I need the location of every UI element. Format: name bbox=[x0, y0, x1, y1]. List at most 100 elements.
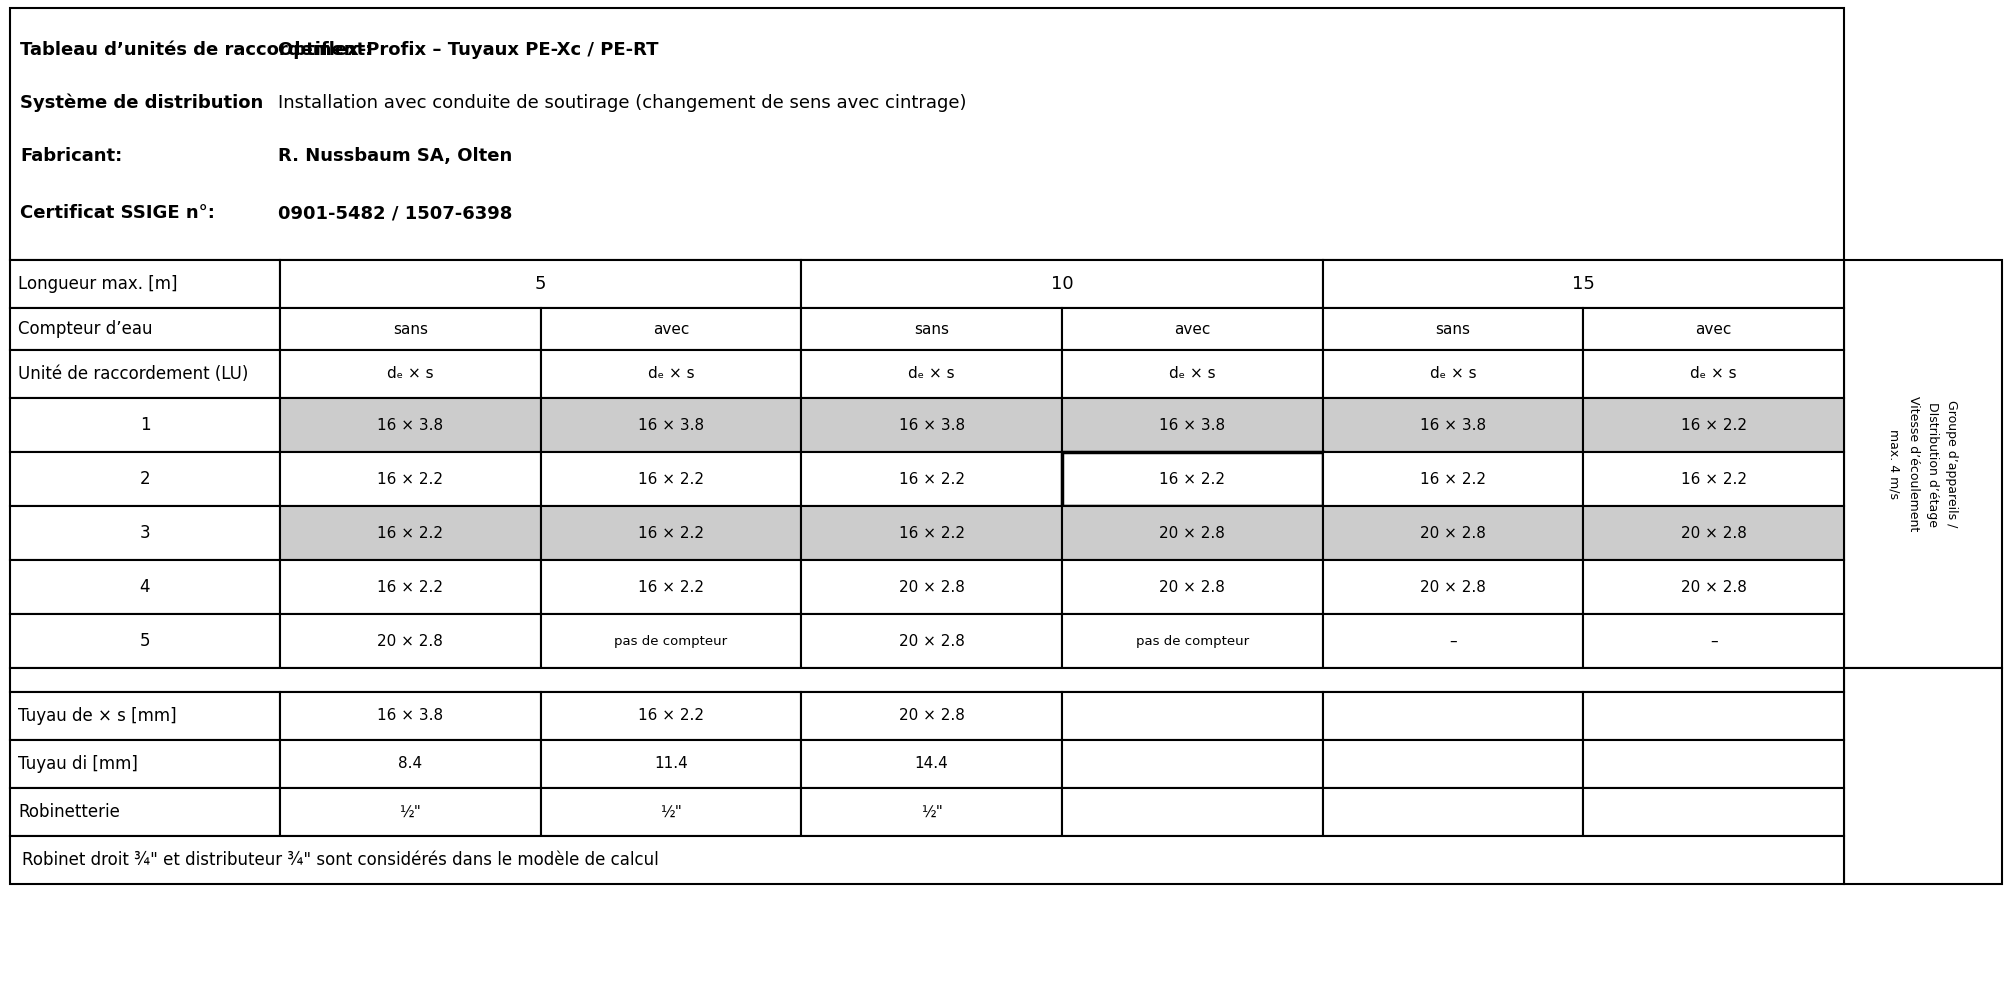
Bar bbox=[801, 788, 1062, 836]
Text: pas de compteur: pas de compteur bbox=[614, 635, 728, 647]
Bar bbox=[541, 506, 801, 560]
Bar bbox=[1322, 560, 1583, 614]
Text: Tableau d’unités de raccordement:: Tableau d’unités de raccordement: bbox=[20, 41, 372, 59]
Text: 1: 1 bbox=[139, 416, 151, 434]
Bar bbox=[10, 788, 280, 836]
Text: sans: sans bbox=[913, 322, 950, 337]
Bar bbox=[10, 836, 1845, 884]
Bar bbox=[1583, 452, 1845, 506]
Text: Certificat SSIGE n°:: Certificat SSIGE n°: bbox=[20, 204, 215, 222]
Text: 20 × 2.8: 20 × 2.8 bbox=[1680, 525, 1746, 540]
Bar bbox=[1583, 506, 1845, 560]
Text: 16 × 2.2: 16 × 2.2 bbox=[1680, 471, 1746, 486]
Text: 20 × 2.8: 20 × 2.8 bbox=[1680, 580, 1746, 594]
Text: 16 × 3.8: 16 × 3.8 bbox=[378, 417, 443, 433]
Bar bbox=[1583, 308, 1845, 350]
Text: 20 × 2.8: 20 × 2.8 bbox=[899, 708, 964, 723]
Text: Unité de raccordement (LU): Unité de raccordement (LU) bbox=[18, 365, 247, 383]
Text: sans: sans bbox=[392, 322, 429, 337]
Text: Tuyau de × s [mm]: Tuyau de × s [mm] bbox=[18, 707, 177, 725]
Text: dₑ × s: dₑ × s bbox=[1690, 366, 1736, 382]
Bar bbox=[10, 398, 280, 452]
Bar bbox=[10, 506, 280, 560]
Text: 16 × 2.2: 16 × 2.2 bbox=[378, 471, 443, 486]
Bar bbox=[10, 560, 280, 614]
Text: dₑ × s: dₑ × s bbox=[648, 366, 694, 382]
Bar bbox=[541, 692, 801, 740]
Bar bbox=[541, 308, 801, 350]
Text: 16 × 3.8: 16 × 3.8 bbox=[378, 708, 443, 723]
Bar bbox=[801, 308, 1062, 350]
Bar bbox=[1583, 788, 1845, 836]
Bar bbox=[1062, 788, 1322, 836]
Text: 4: 4 bbox=[139, 578, 151, 596]
Bar bbox=[1062, 740, 1322, 788]
Text: Compteur d’eau: Compteur d’eau bbox=[18, 320, 153, 338]
Text: 16 × 2.2: 16 × 2.2 bbox=[1420, 471, 1487, 486]
Bar bbox=[280, 614, 541, 668]
Text: 0901-5482 / 1507-6398: 0901-5482 / 1507-6398 bbox=[278, 204, 513, 222]
Text: Fabricant:: Fabricant: bbox=[20, 147, 123, 165]
Text: pas de compteur: pas de compteur bbox=[1135, 635, 1249, 647]
Text: 20 × 2.8: 20 × 2.8 bbox=[1420, 525, 1487, 540]
Text: 14.4: 14.4 bbox=[915, 757, 948, 771]
Text: 16 × 2.2: 16 × 2.2 bbox=[378, 525, 443, 540]
Bar bbox=[541, 614, 801, 668]
Bar bbox=[1845, 668, 2002, 884]
Bar bbox=[1062, 614, 1322, 668]
Text: dₑ × s: dₑ × s bbox=[386, 366, 435, 382]
Text: 8.4: 8.4 bbox=[398, 757, 423, 771]
Bar bbox=[541, 452, 801, 506]
Text: 16 × 2.2: 16 × 2.2 bbox=[638, 471, 704, 486]
Bar bbox=[1062, 506, 1322, 560]
Text: Système de distribution: Système de distribution bbox=[20, 93, 264, 112]
Bar bbox=[1062, 350, 1322, 398]
Bar bbox=[280, 452, 541, 506]
Bar bbox=[280, 740, 541, 788]
Bar bbox=[280, 788, 541, 836]
Bar bbox=[1322, 788, 1583, 836]
Text: 11.4: 11.4 bbox=[654, 757, 688, 771]
Bar bbox=[541, 788, 801, 836]
Bar bbox=[1062, 560, 1322, 614]
Bar bbox=[1322, 692, 1583, 740]
Text: 16 × 2.2: 16 × 2.2 bbox=[1680, 417, 1746, 433]
Bar bbox=[10, 740, 280, 788]
Bar bbox=[541, 350, 801, 398]
Bar bbox=[280, 398, 541, 452]
Bar bbox=[801, 350, 1062, 398]
Text: 16 × 3.8: 16 × 3.8 bbox=[1420, 417, 1487, 433]
Bar bbox=[1322, 452, 1583, 506]
Text: 20 × 2.8: 20 × 2.8 bbox=[899, 634, 964, 648]
Bar bbox=[801, 614, 1062, 668]
Bar bbox=[1845, 260, 2002, 668]
Text: –: – bbox=[1449, 634, 1457, 648]
Text: dₑ × s: dₑ × s bbox=[1431, 366, 1477, 382]
Bar bbox=[280, 260, 801, 308]
Text: Optiflex-Profix – Tuyaux PE-Xc / PE-RT: Optiflex-Profix – Tuyaux PE-Xc / PE-RT bbox=[278, 41, 658, 59]
Text: 20 × 2.8: 20 × 2.8 bbox=[378, 634, 443, 648]
Bar bbox=[1062, 452, 1322, 506]
Bar bbox=[1062, 308, 1322, 350]
Bar bbox=[801, 560, 1062, 614]
Text: 16 × 2.2: 16 × 2.2 bbox=[638, 525, 704, 540]
Text: Installation avec conduite de soutirage (changement de sens avec cintrage): Installation avec conduite de soutirage … bbox=[278, 94, 966, 112]
Bar bbox=[1322, 614, 1583, 668]
Bar bbox=[541, 560, 801, 614]
Bar bbox=[541, 740, 801, 788]
Text: 16 × 2.2: 16 × 2.2 bbox=[899, 471, 964, 486]
Text: 2: 2 bbox=[139, 470, 151, 488]
Text: sans: sans bbox=[1435, 322, 1471, 337]
Text: ½": ½" bbox=[921, 805, 942, 820]
Text: 16 × 2.2: 16 × 2.2 bbox=[1159, 471, 1225, 486]
Text: avec: avec bbox=[652, 322, 690, 337]
Text: 20 × 2.8: 20 × 2.8 bbox=[1420, 580, 1487, 594]
Bar bbox=[1583, 740, 1845, 788]
Bar bbox=[1583, 692, 1845, 740]
Bar bbox=[10, 8, 1845, 260]
Text: 16 × 2.2: 16 × 2.2 bbox=[638, 708, 704, 723]
Text: –: – bbox=[1710, 634, 1718, 648]
Bar bbox=[1322, 506, 1583, 560]
Bar bbox=[10, 260, 280, 308]
Bar bbox=[10, 350, 280, 398]
